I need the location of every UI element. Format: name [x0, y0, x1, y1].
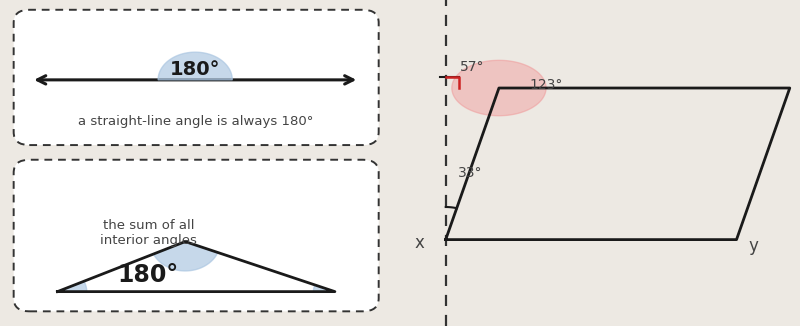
- Polygon shape: [154, 242, 218, 271]
- FancyBboxPatch shape: [14, 160, 378, 311]
- Polygon shape: [158, 52, 232, 80]
- Text: 33°: 33°: [458, 166, 482, 180]
- Text: a straight-line angle is always 180°: a straight-line angle is always 180°: [78, 115, 313, 128]
- Text: 180°: 180°: [118, 263, 179, 288]
- Polygon shape: [58, 281, 86, 292]
- FancyBboxPatch shape: [14, 10, 378, 145]
- Text: 180°: 180°: [170, 60, 221, 79]
- Text: x: x: [414, 234, 424, 252]
- Text: 123°: 123°: [530, 78, 562, 92]
- Text: the sum of all
interior angles: the sum of all interior angles: [100, 219, 197, 247]
- Text: y: y: [748, 237, 758, 255]
- Polygon shape: [452, 60, 546, 116]
- Text: 57°: 57°: [460, 60, 485, 74]
- Polygon shape: [314, 285, 335, 292]
